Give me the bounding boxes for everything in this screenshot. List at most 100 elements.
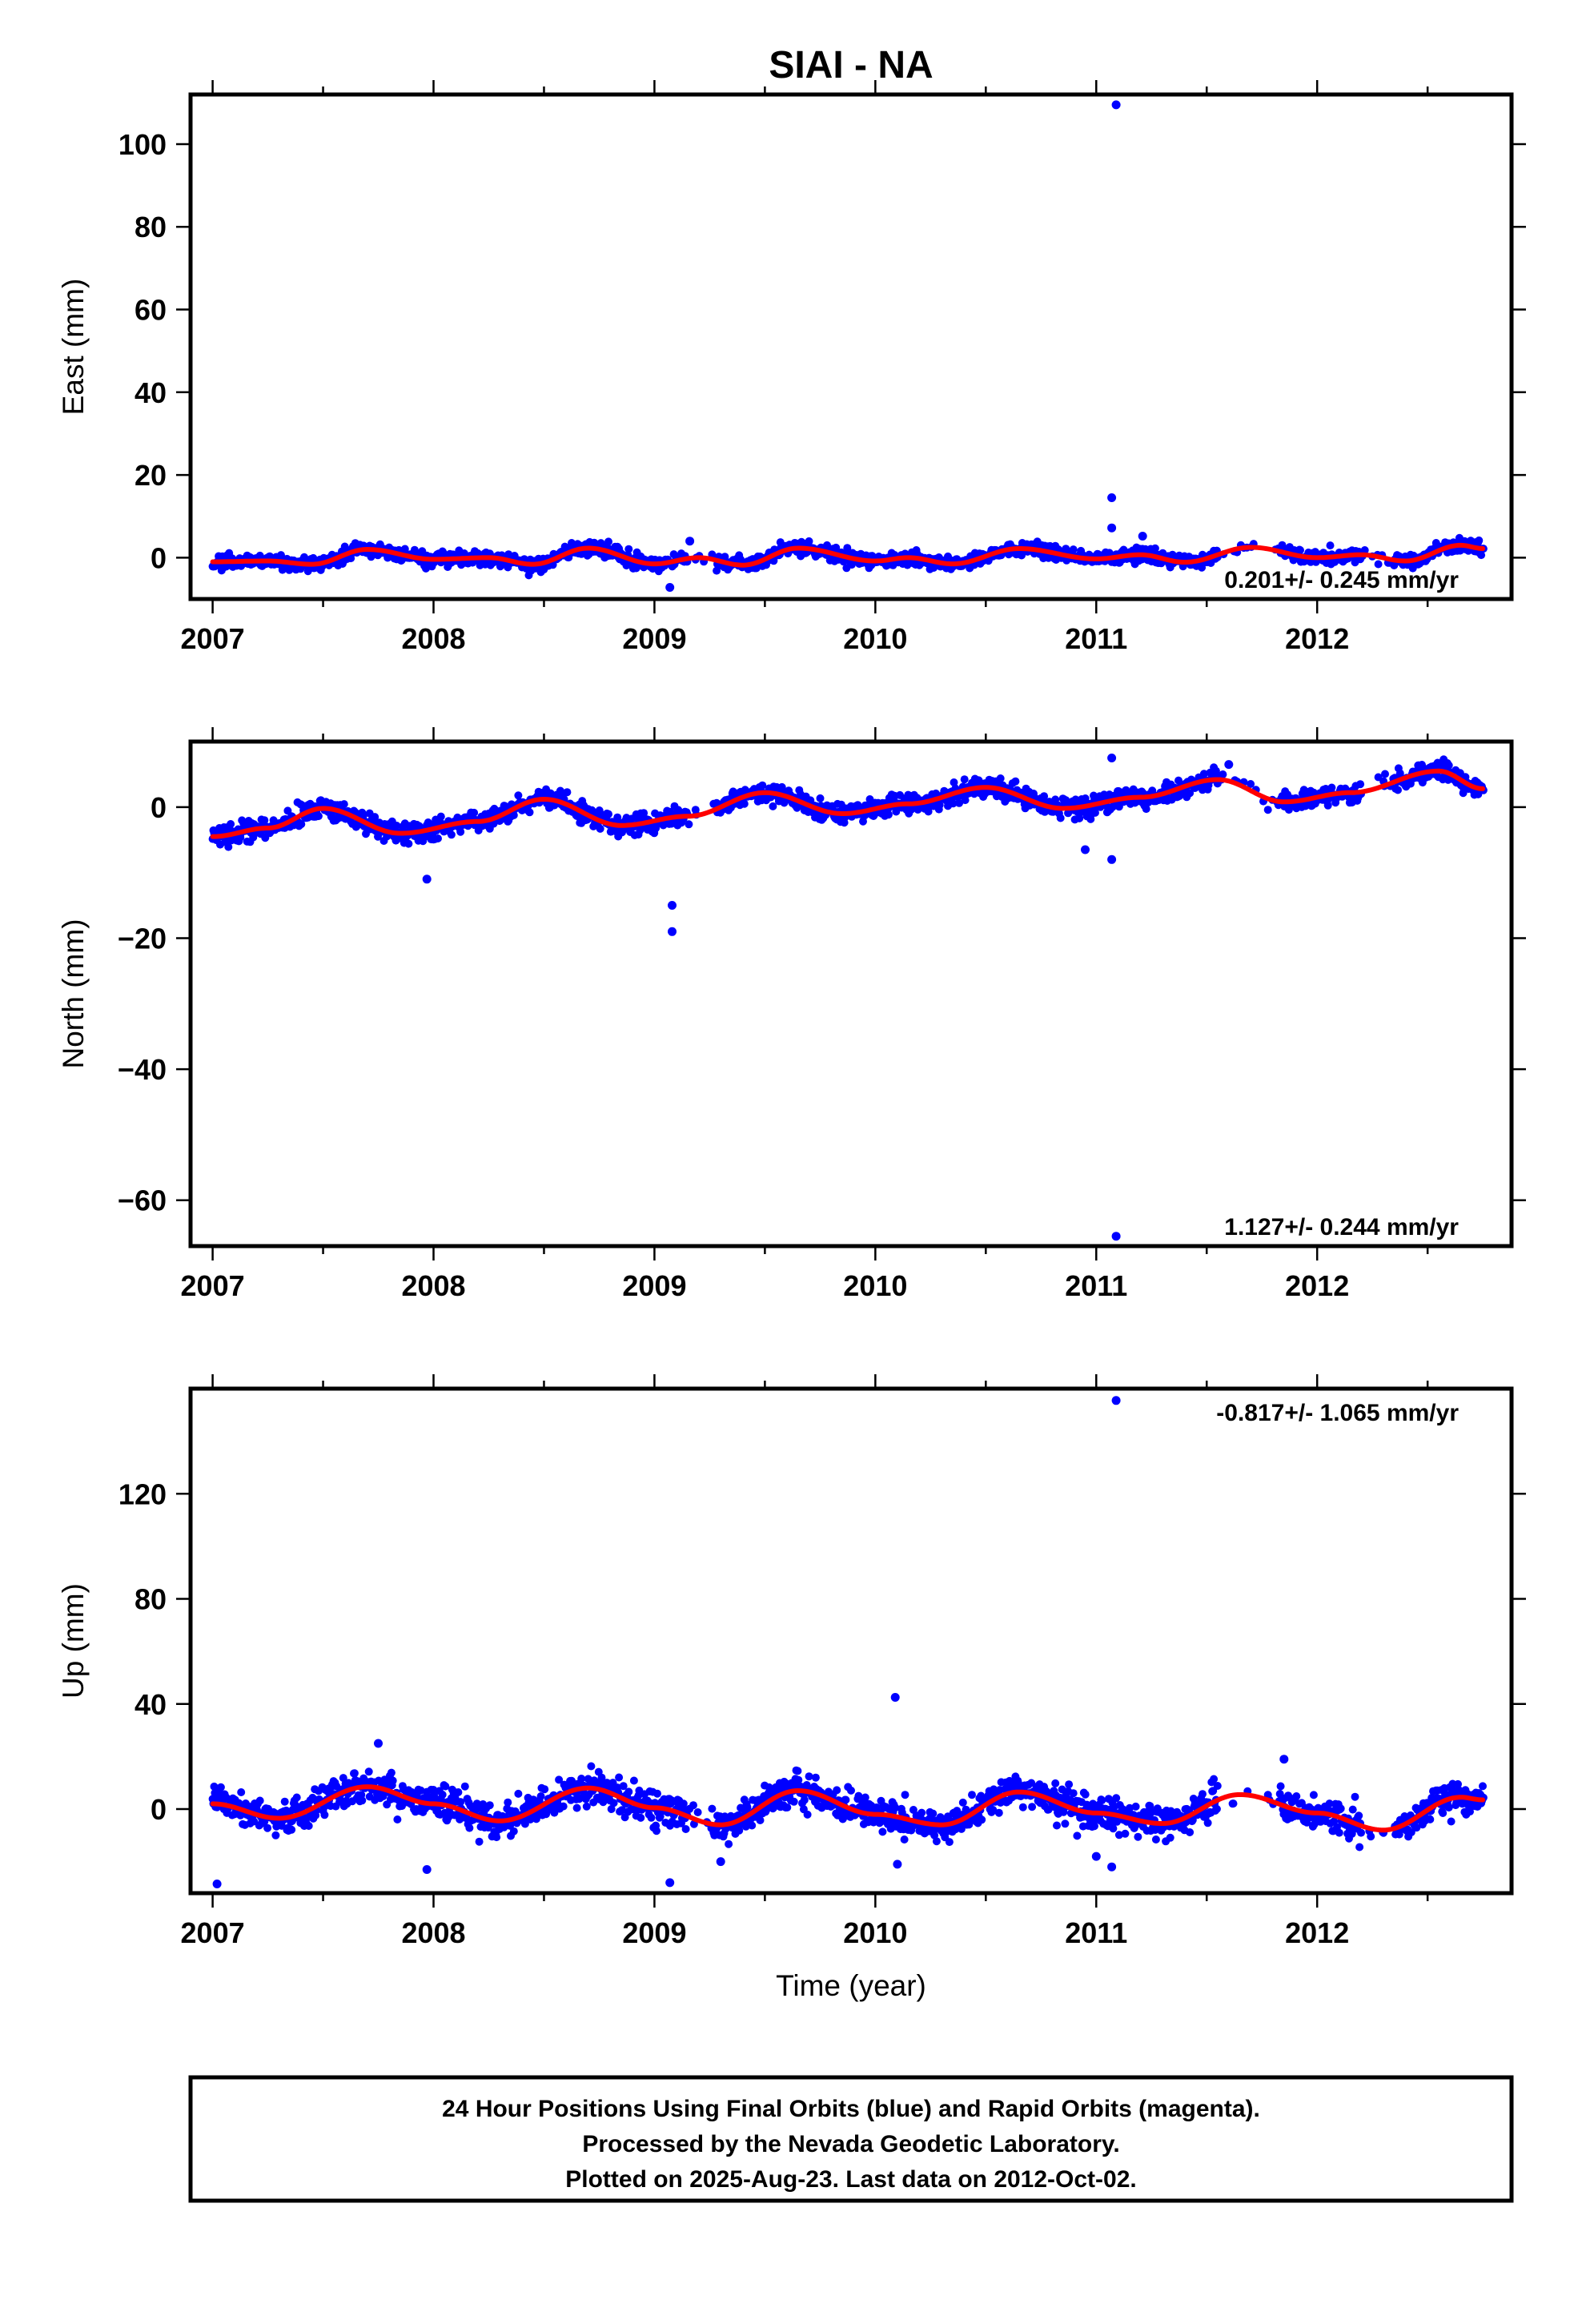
north-data-point xyxy=(1011,777,1020,786)
up-data-point xyxy=(615,1773,624,1782)
up-data-point xyxy=(577,1775,586,1783)
up-outlier-point xyxy=(212,1880,222,1888)
up-data-point xyxy=(559,1802,568,1811)
up-y-tick-label: 0 xyxy=(151,1793,167,1826)
up-data-point xyxy=(465,1823,474,1832)
up-data-point xyxy=(1199,1790,1207,1799)
up-y-tick-label: 80 xyxy=(135,1583,167,1616)
north-data-point xyxy=(613,813,622,822)
east-x-tick-label: 2008 xyxy=(401,622,465,655)
up-data-point xyxy=(1113,1817,1122,1826)
north-data-point xyxy=(1186,789,1195,798)
up-data-point xyxy=(994,1808,1003,1817)
north-x-tick-label: 2007 xyxy=(181,1269,245,1302)
up-data-point xyxy=(1126,1803,1134,1812)
north-data-point xyxy=(596,824,604,833)
east-data-point xyxy=(843,544,852,553)
north-data-point xyxy=(769,802,777,810)
north-data-point xyxy=(1142,805,1150,814)
up-data-point xyxy=(1051,1779,1060,1787)
up-data-point xyxy=(891,1803,900,1812)
east-data-point xyxy=(604,537,612,546)
up-data-point xyxy=(647,1813,656,1822)
up-outlier-point xyxy=(1091,1852,1101,1861)
up-data-point xyxy=(1081,1790,1090,1799)
up-outlier-point xyxy=(893,1860,902,1869)
north-data-point xyxy=(490,804,499,813)
up-data-point xyxy=(693,1808,702,1816)
north-outlier-point xyxy=(1107,754,1117,762)
east-data-point xyxy=(624,545,633,553)
up-outlier-point xyxy=(1279,1755,1289,1764)
east-data-point xyxy=(1374,560,1383,569)
up-fit-curve xyxy=(210,1784,1486,1833)
north-data-point xyxy=(604,810,612,818)
north-data-point xyxy=(371,813,379,822)
east-data-point xyxy=(1150,544,1159,553)
up-data-point xyxy=(255,1796,264,1805)
east-outlier-point xyxy=(1111,100,1121,110)
east-y-tick-label: 60 xyxy=(135,294,167,327)
up-data-point xyxy=(304,1822,313,1830)
east-data-point xyxy=(568,539,576,547)
up-data-point xyxy=(263,1823,272,1832)
north-data-point xyxy=(434,834,442,842)
north-data-point xyxy=(415,822,424,830)
up-data-point xyxy=(587,1762,596,1771)
up-data-point xyxy=(271,1831,280,1839)
up-data-point xyxy=(590,1776,599,1785)
north-data-point xyxy=(525,808,534,817)
up-data-point xyxy=(1110,1803,1118,1811)
east-x-tick-label: 2010 xyxy=(843,622,907,655)
north-data-point xyxy=(1444,761,1453,770)
up-data-point xyxy=(1131,1802,1140,1811)
up-data-point xyxy=(689,1801,697,1810)
north-data-point xyxy=(1247,780,1255,788)
up-data-point xyxy=(1059,1807,1068,1816)
east-outlier-point xyxy=(1138,532,1147,541)
east-outlier-point xyxy=(665,583,675,592)
up-data-point xyxy=(679,1799,688,1808)
north-data-point xyxy=(392,822,401,830)
up-data-point xyxy=(540,1785,549,1794)
up-data-point xyxy=(536,1792,545,1800)
up-data-point xyxy=(460,1782,469,1791)
up-data-point xyxy=(803,1810,812,1819)
up-y-tick-label: 120 xyxy=(118,1478,167,1510)
up-data-point xyxy=(1447,1817,1456,1826)
up-data-point xyxy=(599,1798,608,1807)
north-data-point xyxy=(509,811,518,819)
north-data-point xyxy=(740,799,749,808)
up-data-point xyxy=(1357,1828,1365,1837)
up-data-point xyxy=(1229,1799,1238,1808)
footer-line-1: 24 Hour Positions Using Final Orbits (bl… xyxy=(442,2096,1260,2122)
north-outlier-point xyxy=(668,927,677,936)
footer-frame xyxy=(188,2075,1514,2203)
east-data-point xyxy=(1360,546,1369,554)
up-data-point xyxy=(968,1791,976,1799)
up-data-point xyxy=(978,1815,986,1824)
east-y-tick-label: 80 xyxy=(135,211,167,243)
up-data-point xyxy=(901,1791,909,1799)
east-x-tick-label: 2011 xyxy=(1065,622,1127,655)
up-data-point xyxy=(1479,1782,1487,1791)
up-data-point xyxy=(492,1833,501,1842)
north-x-tick-label: 2009 xyxy=(622,1269,686,1302)
up-data-point xyxy=(1325,1799,1334,1808)
north-outlier-point xyxy=(1111,1232,1121,1241)
up-data-point xyxy=(1335,1828,1343,1837)
up-data-point xyxy=(1412,1823,1421,1832)
footer-line-2: Processed by the Nevada Geodetic Laborat… xyxy=(582,2131,1119,2157)
up-data-point xyxy=(454,1788,463,1796)
up-data-point xyxy=(438,1791,447,1799)
up-plot-frame xyxy=(188,1386,1514,1896)
up-outlier-point xyxy=(1107,1862,1117,1872)
north-data-point xyxy=(950,778,958,786)
up-data-point xyxy=(1426,1815,1435,1823)
up-outlier-point xyxy=(374,1739,383,1748)
up-data-point xyxy=(1109,1824,1118,1833)
